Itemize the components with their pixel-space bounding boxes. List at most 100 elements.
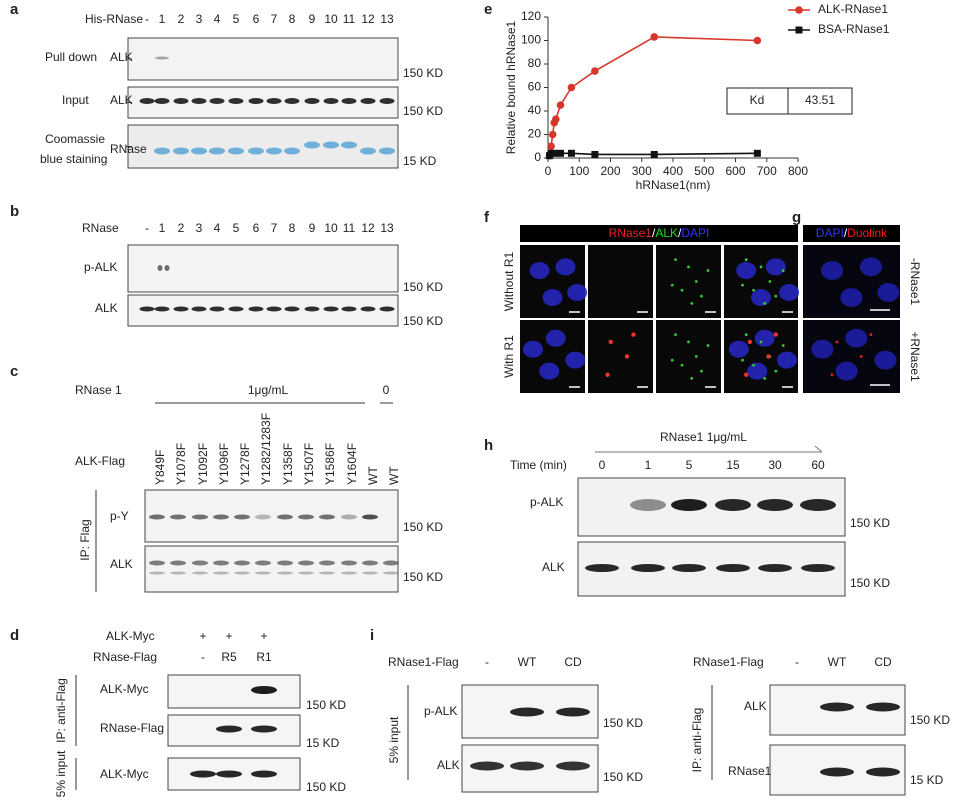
lane-label: 7 bbox=[271, 221, 278, 235]
cell bbox=[811, 339, 834, 359]
band bbox=[228, 306, 244, 312]
band bbox=[173, 306, 189, 312]
signal bbox=[830, 373, 834, 377]
y-axis-title: Relative bound hRNase1 bbox=[504, 20, 518, 154]
band bbox=[192, 514, 208, 520]
band bbox=[284, 147, 300, 155]
group-label: IP: anti-Flag bbox=[54, 678, 68, 743]
cell bbox=[747, 362, 768, 380]
band bbox=[820, 702, 854, 712]
size-marker: 150 KD bbox=[403, 104, 443, 118]
row-label: Without R1 bbox=[502, 251, 516, 311]
band bbox=[173, 147, 189, 155]
band bbox=[155, 56, 169, 60]
lane-label: WT bbox=[366, 466, 380, 485]
kd-value: 43.51 bbox=[805, 93, 835, 107]
lane-label: Y1282/1283F bbox=[259, 413, 273, 485]
cell bbox=[567, 283, 588, 301]
cell bbox=[835, 361, 858, 381]
cell bbox=[859, 257, 882, 277]
band bbox=[341, 514, 357, 520]
blot bbox=[127, 294, 399, 327]
protein-label: RNase1 bbox=[728, 764, 772, 778]
stain-name: DAPI bbox=[816, 226, 844, 240]
band bbox=[341, 571, 357, 575]
band bbox=[470, 761, 504, 771]
band bbox=[304, 141, 320, 149]
signal bbox=[687, 340, 690, 344]
y-tick-label: 0 bbox=[534, 150, 541, 164]
protein-label: p-ALK bbox=[530, 495, 563, 509]
signal bbox=[781, 269, 785, 272]
group-label: 5% input bbox=[54, 750, 68, 797]
signal bbox=[741, 283, 744, 287]
cell bbox=[877, 283, 900, 302]
condition: RNase1-Flag bbox=[388, 655, 459, 669]
band bbox=[149, 560, 165, 566]
band bbox=[510, 707, 544, 717]
band bbox=[234, 560, 250, 566]
legend-marker bbox=[795, 6, 803, 14]
band bbox=[228, 98, 244, 104]
signal bbox=[680, 288, 684, 292]
size-marker: 15 KD bbox=[910, 773, 944, 787]
micrograph bbox=[656, 245, 721, 318]
cell bbox=[736, 262, 757, 280]
protein-label: ALK bbox=[110, 557, 133, 571]
lane-label: 8 bbox=[289, 221, 296, 235]
point bbox=[548, 130, 557, 139]
lane-label: 11 bbox=[343, 12, 356, 26]
point bbox=[547, 142, 555, 151]
lane-label: 12 bbox=[361, 221, 375, 235]
band bbox=[234, 514, 250, 520]
band bbox=[277, 560, 293, 566]
stain-name: / bbox=[652, 226, 656, 240]
x-tick-label: 800 bbox=[788, 164, 808, 178]
band bbox=[800, 499, 836, 511]
signal bbox=[744, 333, 748, 336]
band bbox=[190, 770, 216, 778]
cell bbox=[542, 289, 563, 307]
arrow bbox=[814, 445, 823, 453]
size-marker: 150 KD bbox=[306, 698, 346, 712]
lane-label: 5 bbox=[233, 12, 240, 26]
lane-label: 2 bbox=[178, 221, 185, 235]
cell bbox=[523, 340, 543, 358]
x-tick-label: 600 bbox=[725, 164, 745, 178]
kd-header: Kd bbox=[750, 93, 765, 107]
band bbox=[170, 560, 186, 566]
panel-label: e bbox=[484, 1, 492, 18]
band bbox=[191, 306, 207, 312]
band bbox=[191, 98, 207, 104]
signal bbox=[763, 302, 767, 305]
band bbox=[298, 571, 314, 575]
blot bbox=[144, 489, 399, 543]
size-marker: 150 KD bbox=[403, 314, 443, 328]
point bbox=[753, 149, 761, 157]
y-tick-label: 100 bbox=[521, 33, 541, 47]
lane-label: 3 bbox=[196, 12, 203, 26]
protein-label: ALK bbox=[110, 93, 133, 107]
band bbox=[556, 761, 590, 771]
micrograph bbox=[724, 245, 798, 318]
band bbox=[255, 514, 271, 520]
band bbox=[139, 98, 155, 104]
band bbox=[341, 560, 357, 566]
band bbox=[248, 98, 264, 104]
band bbox=[757, 499, 793, 511]
signal bbox=[774, 294, 778, 298]
band bbox=[234, 571, 250, 575]
stain-name: DAPI bbox=[681, 226, 709, 240]
x-tick-label: 700 bbox=[757, 164, 777, 178]
size-marker: 150 KD bbox=[850, 516, 890, 530]
condition: RNase1-Flag bbox=[693, 655, 764, 669]
size-marker: 15 KD bbox=[403, 154, 437, 168]
band bbox=[672, 564, 706, 572]
lane-label: 12 bbox=[361, 12, 375, 26]
band bbox=[323, 306, 339, 312]
lane-label: 13 bbox=[380, 12, 394, 26]
point bbox=[591, 150, 599, 158]
lane-label: Y849F bbox=[153, 450, 167, 485]
header-bar bbox=[520, 225, 798, 242]
signal bbox=[670, 283, 674, 287]
